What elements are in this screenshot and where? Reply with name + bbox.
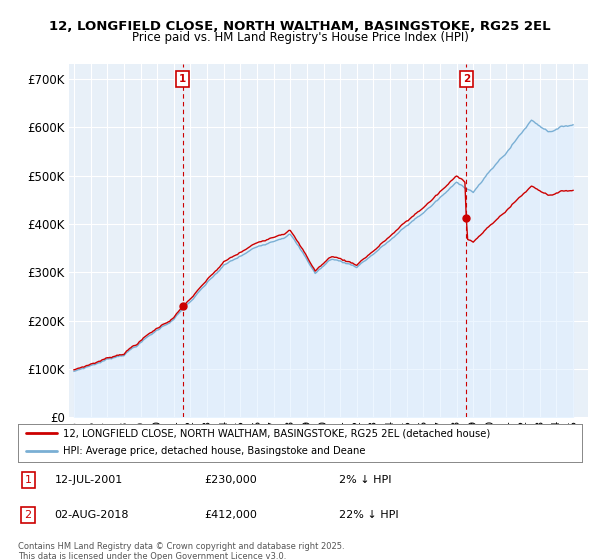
Text: 2: 2	[463, 74, 470, 84]
Text: 2% ↓ HPI: 2% ↓ HPI	[340, 475, 392, 485]
Text: £230,000: £230,000	[204, 475, 257, 485]
Text: 12, LONGFIELD CLOSE, NORTH WALTHAM, BASINGSTOKE, RG25 2EL (detached house): 12, LONGFIELD CLOSE, NORTH WALTHAM, BASI…	[63, 428, 490, 438]
Text: Contains HM Land Registry data © Crown copyright and database right 2025.
This d: Contains HM Land Registry data © Crown c…	[18, 542, 344, 560]
Text: Price paid vs. HM Land Registry's House Price Index (HPI): Price paid vs. HM Land Registry's House …	[131, 31, 469, 44]
Text: HPI: Average price, detached house, Basingstoke and Deane: HPI: Average price, detached house, Basi…	[63, 446, 365, 456]
Text: 2: 2	[25, 510, 32, 520]
Text: £412,000: £412,000	[204, 510, 257, 520]
Text: 1: 1	[25, 475, 32, 485]
Text: 02-AUG-2018: 02-AUG-2018	[55, 510, 129, 520]
Text: 12, LONGFIELD CLOSE, NORTH WALTHAM, BASINGSTOKE, RG25 2EL: 12, LONGFIELD CLOSE, NORTH WALTHAM, BASI…	[49, 20, 551, 32]
Text: 22% ↓ HPI: 22% ↓ HPI	[340, 510, 399, 520]
Text: 1: 1	[179, 74, 186, 84]
Text: 12-JUL-2001: 12-JUL-2001	[55, 475, 123, 485]
